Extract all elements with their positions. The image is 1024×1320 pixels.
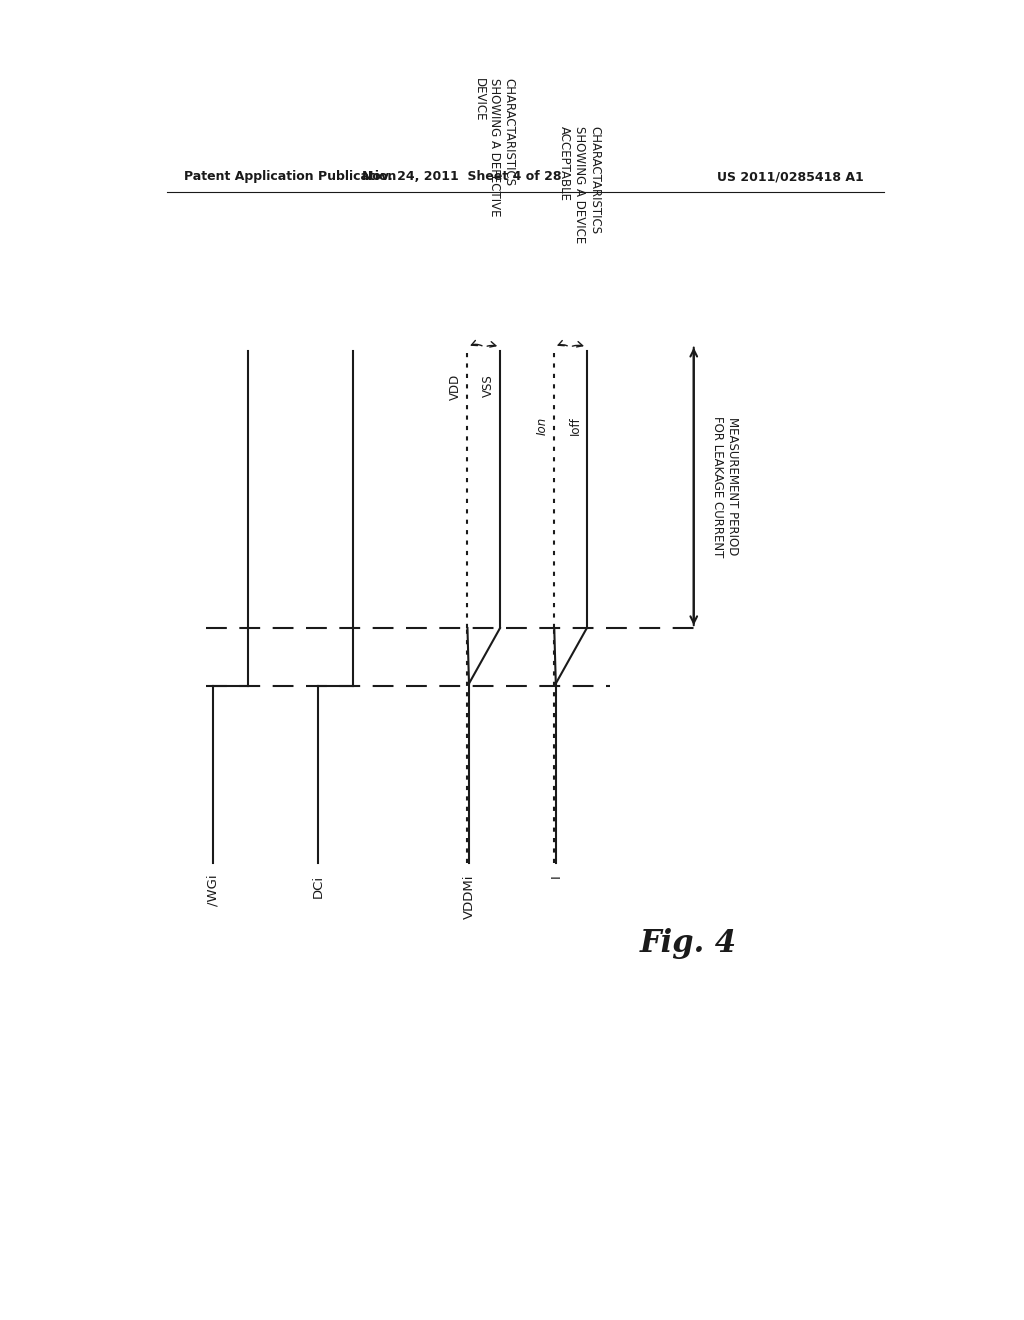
Text: DCi: DCi	[311, 875, 325, 898]
Text: Fig. 4: Fig. 4	[640, 928, 736, 960]
Text: CHARACTARISTICS
SHOWING A DEVICE
ACCEPTABLE: CHARACTARISTICS SHOWING A DEVICE ACCEPTA…	[558, 125, 601, 243]
Text: CHARACTARISTICS
SHOWING A DEFECTIVE
DEVICE: CHARACTARISTICS SHOWING A DEFECTIVE DEVI…	[473, 78, 516, 216]
Text: Patent Application Publication: Patent Application Publication	[183, 170, 396, 183]
Text: VDDMi: VDDMi	[463, 875, 475, 919]
Text: Nov. 24, 2011  Sheet 4 of 28: Nov. 24, 2011 Sheet 4 of 28	[361, 170, 561, 183]
Text: /WGi: /WGi	[207, 875, 220, 906]
Text: I: I	[549, 875, 562, 878]
Text: Ioff: Ioff	[568, 416, 582, 436]
Text: VDD: VDD	[450, 374, 462, 400]
Text: Ion: Ion	[536, 416, 549, 434]
Text: VSS: VSS	[481, 374, 495, 397]
Text: MEASUREMENT PERIOD
FOR LEAKAGE CURRENT: MEASUREMENT PERIOD FOR LEAKAGE CURRENT	[711, 416, 738, 557]
Text: US 2011/0285418 A1: US 2011/0285418 A1	[717, 170, 864, 183]
